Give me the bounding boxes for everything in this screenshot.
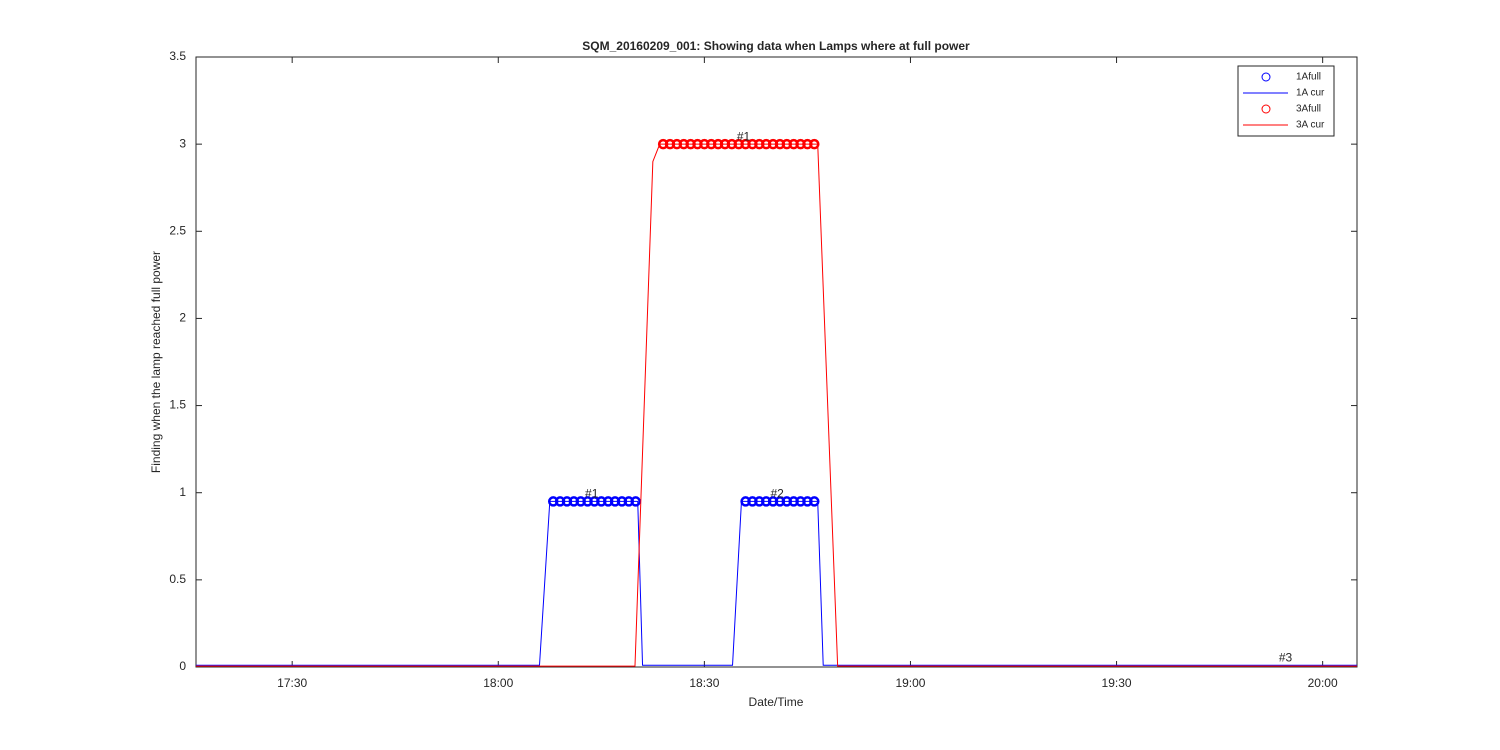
y-tick-label: 3 (179, 136, 186, 150)
x-tick-label: 19:30 (1102, 676, 1132, 690)
x-tick-label: 20:00 (1308, 676, 1338, 690)
legend-label: 3Afull (1296, 104, 1321, 115)
series-line (196, 500, 1357, 666)
annotation: #1 (737, 129, 751, 143)
x-tick-label: 19:00 (895, 676, 925, 690)
legend-label: 1A cur (1296, 88, 1325, 99)
y-tick-label: 1 (179, 485, 186, 499)
y-tick-label: 2 (179, 311, 186, 325)
x-tick-label: 17:30 (277, 676, 307, 690)
plot-area (195, 56, 1358, 668)
y-tick-label: 2.5 (169, 223, 186, 237)
annotation: #1 (585, 487, 599, 501)
annotation: #3 (1279, 650, 1293, 664)
legend-box (1237, 65, 1335, 137)
x-tick-label: 18:30 (689, 676, 719, 690)
chart-title: SQM_20160209_001: Showing data when Lamp… (582, 39, 970, 53)
legend-label: 3A cur (1296, 120, 1325, 131)
y-tick-label: 3.5 (169, 49, 186, 63)
legend-marker (1261, 104, 1271, 114)
legend-label: 1Afull (1296, 72, 1321, 83)
series-line (196, 143, 1357, 667)
legend-marker (1261, 72, 1271, 82)
y-tick-label: 1.5 (169, 398, 186, 412)
y-tick-label: 0.5 (169, 572, 186, 586)
annotation: #2 (771, 487, 785, 501)
x-axis-label: Date/Time (749, 695, 804, 709)
y-tick-label: 0 (179, 659, 186, 673)
y-axis-label: Finding when the lamp reached full power (149, 251, 163, 473)
x-tick-label: 18:00 (483, 676, 513, 690)
